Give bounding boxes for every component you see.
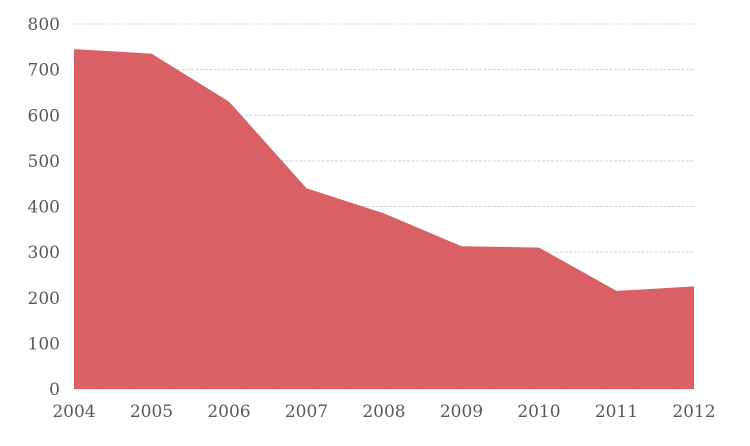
x-tick-label-2006: 2006 [207,402,250,422]
y-tick-label-100: 100 [28,334,60,354]
x-axis-tick-labels: 2004 2005 2006 2007 2008 2009 2010 2011 2012 [52,402,715,422]
y-axis-tick-labels: 0 100 200 300 400 500 600 700 800 [28,15,60,400]
area-series-shape [74,49,694,389]
x-tick-label-2004: 2004 [52,402,95,422]
y-tick-label-400: 400 [28,198,60,218]
y-tick-label-700: 700 [28,61,60,81]
area-series-group [74,49,694,389]
y-tick-label-600: 600 [28,106,60,126]
x-tick-label-2012: 2012 [672,402,715,422]
x-tick-label-2010: 2010 [517,402,560,422]
x-tick-label-2009: 2009 [440,402,483,422]
y-tick-label-300: 300 [28,243,60,263]
y-tick-label-800: 800 [28,15,60,35]
y-tick-label-200: 200 [28,289,60,309]
y-tick-label-500: 500 [28,152,60,172]
x-tick-label-2008: 2008 [362,402,405,422]
x-tick-label-2011: 2011 [595,402,638,422]
x-tick-label-2005: 2005 [130,402,173,422]
y-tick-label-0: 0 [49,380,60,400]
x-tick-label-2007: 2007 [285,402,328,422]
